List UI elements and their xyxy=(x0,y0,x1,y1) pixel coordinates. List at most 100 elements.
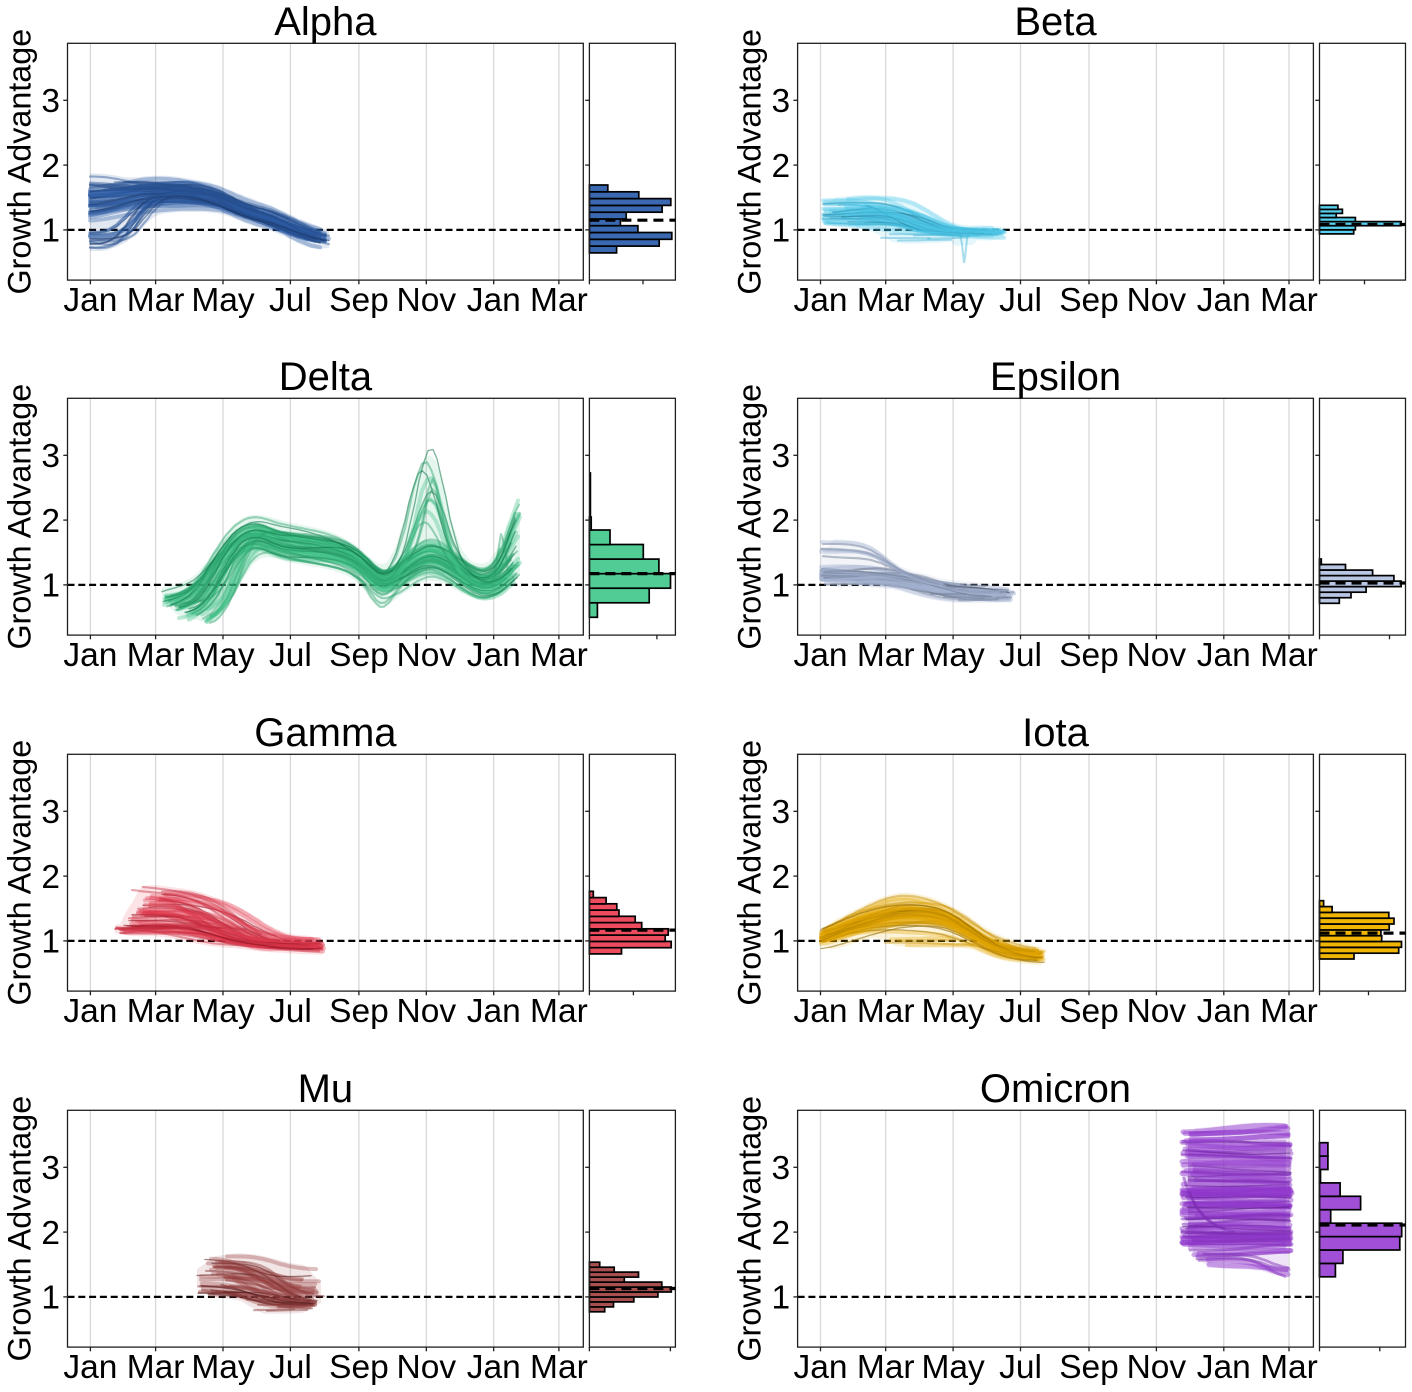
svg-text:Delta: Delta xyxy=(279,355,373,399)
svg-text:Alpha: Alpha xyxy=(274,0,377,44)
svg-text:Jul: Jul xyxy=(269,637,312,674)
svg-text:Growth Advantage: Growth Advantage xyxy=(732,384,768,650)
svg-text:Jul: Jul xyxy=(269,993,312,1030)
svg-text:May: May xyxy=(191,282,255,319)
svg-text:2: 2 xyxy=(771,1215,790,1252)
svg-text:1: 1 xyxy=(41,568,60,605)
svg-text:Growth Advantage: Growth Advantage xyxy=(732,1096,768,1362)
svg-text:Nov: Nov xyxy=(1127,282,1187,319)
svg-text:Jan: Jan xyxy=(63,1349,117,1386)
svg-text:3: 3 xyxy=(41,438,60,475)
svg-text:Sep: Sep xyxy=(329,993,389,1030)
svg-text:Jan: Jan xyxy=(467,1349,521,1386)
svg-text:Mar: Mar xyxy=(857,993,915,1030)
svg-text:Jul: Jul xyxy=(269,282,312,319)
svg-text:Mar: Mar xyxy=(530,637,588,674)
svg-text:Growth Advantage: Growth Advantage xyxy=(2,1096,38,1362)
svg-text:Mar: Mar xyxy=(127,637,185,674)
svg-text:3: 3 xyxy=(771,1150,790,1187)
svg-text:Jul: Jul xyxy=(999,1349,1042,1386)
svg-text:Jul: Jul xyxy=(999,282,1042,319)
svg-text:Mar: Mar xyxy=(1260,1349,1318,1386)
svg-text:3: 3 xyxy=(41,1150,60,1187)
svg-text:Growth Advantage: Growth Advantage xyxy=(2,384,38,650)
svg-text:Mu: Mu xyxy=(298,1067,354,1111)
svg-text:Jan: Jan xyxy=(1197,1349,1251,1386)
svg-text:Jan: Jan xyxy=(63,637,117,674)
svg-text:Sep: Sep xyxy=(1059,993,1119,1030)
svg-text:1: 1 xyxy=(771,568,790,605)
svg-text:May: May xyxy=(191,637,255,674)
svg-text:Nov: Nov xyxy=(1127,1349,1187,1386)
svg-text:Jan: Jan xyxy=(1197,993,1251,1030)
svg-text:Iota: Iota xyxy=(1022,711,1089,755)
svg-text:Growth Advantage: Growth Advantage xyxy=(732,740,768,1006)
svg-text:Nov: Nov xyxy=(1127,637,1187,674)
svg-text:Mar: Mar xyxy=(530,282,588,319)
svg-text:Jan: Jan xyxy=(1197,282,1251,319)
svg-text:Mar: Mar xyxy=(857,637,915,674)
svg-text:Mar: Mar xyxy=(127,1349,185,1386)
svg-text:2: 2 xyxy=(41,148,60,185)
svg-text:Growth Advantage: Growth Advantage xyxy=(2,29,38,295)
svg-text:Beta: Beta xyxy=(1014,0,1097,44)
svg-text:Sep: Sep xyxy=(1059,282,1119,319)
svg-text:3: 3 xyxy=(771,438,790,475)
svg-text:1: 1 xyxy=(41,213,60,250)
svg-text:Nov: Nov xyxy=(397,637,457,674)
svg-text:May: May xyxy=(191,993,255,1030)
svg-text:May: May xyxy=(921,993,985,1030)
svg-text:Jan: Jan xyxy=(467,993,521,1030)
svg-text:2: 2 xyxy=(771,503,790,540)
svg-text:Mar: Mar xyxy=(1260,993,1318,1030)
svg-text:Jul: Jul xyxy=(999,993,1042,1030)
svg-text:Omicron: Omicron xyxy=(980,1067,1131,1111)
svg-text:Jan: Jan xyxy=(793,282,847,319)
svg-text:Sep: Sep xyxy=(329,637,389,674)
svg-text:Nov: Nov xyxy=(1127,993,1187,1030)
svg-text:Mar: Mar xyxy=(127,993,185,1030)
svg-text:Jul: Jul xyxy=(999,637,1042,674)
svg-text:Sep: Sep xyxy=(1059,637,1119,674)
svg-text:Jul: Jul xyxy=(269,1349,312,1386)
svg-text:Jan: Jan xyxy=(793,993,847,1030)
svg-text:Sep: Sep xyxy=(329,282,389,319)
svg-text:May: May xyxy=(921,637,985,674)
svg-text:May: May xyxy=(921,1349,985,1386)
svg-text:1: 1 xyxy=(41,1280,60,1317)
svg-text:Jan: Jan xyxy=(793,1349,847,1386)
svg-text:Mar: Mar xyxy=(1260,282,1318,319)
svg-text:Jan: Jan xyxy=(793,637,847,674)
svg-text:3: 3 xyxy=(41,794,60,831)
svg-text:Growth Advantage: Growth Advantage xyxy=(732,29,768,295)
svg-text:Mar: Mar xyxy=(1260,637,1318,674)
svg-text:Mar: Mar xyxy=(857,282,915,319)
svg-text:Mar: Mar xyxy=(857,1349,915,1386)
svg-text:3: 3 xyxy=(771,794,790,831)
svg-text:2: 2 xyxy=(41,503,60,540)
svg-text:Sep: Sep xyxy=(1059,1349,1119,1386)
svg-text:Nov: Nov xyxy=(397,282,457,319)
svg-text:2: 2 xyxy=(771,859,790,896)
svg-text:Mar: Mar xyxy=(530,1349,588,1386)
svg-text:Jan: Jan xyxy=(1197,637,1251,674)
svg-text:Jan: Jan xyxy=(467,282,521,319)
svg-text:Mar: Mar xyxy=(530,993,588,1030)
svg-text:Gamma: Gamma xyxy=(254,711,397,755)
svg-text:2: 2 xyxy=(771,148,790,185)
svg-text:2: 2 xyxy=(41,859,60,896)
svg-text:Jan: Jan xyxy=(467,637,521,674)
svg-text:3: 3 xyxy=(41,83,60,120)
svg-text:Nov: Nov xyxy=(397,993,457,1030)
svg-text:Mar: Mar xyxy=(127,282,185,319)
svg-text:Jan: Jan xyxy=(63,282,117,319)
svg-text:1: 1 xyxy=(771,213,790,250)
svg-text:3: 3 xyxy=(771,83,790,120)
svg-text:Jan: Jan xyxy=(63,993,117,1030)
svg-text:1: 1 xyxy=(41,924,60,961)
svg-text:Nov: Nov xyxy=(397,1349,457,1386)
svg-text:1: 1 xyxy=(771,924,790,961)
svg-text:1: 1 xyxy=(771,1280,790,1317)
svg-text:May: May xyxy=(191,1349,255,1386)
svg-text:Sep: Sep xyxy=(329,1349,389,1386)
